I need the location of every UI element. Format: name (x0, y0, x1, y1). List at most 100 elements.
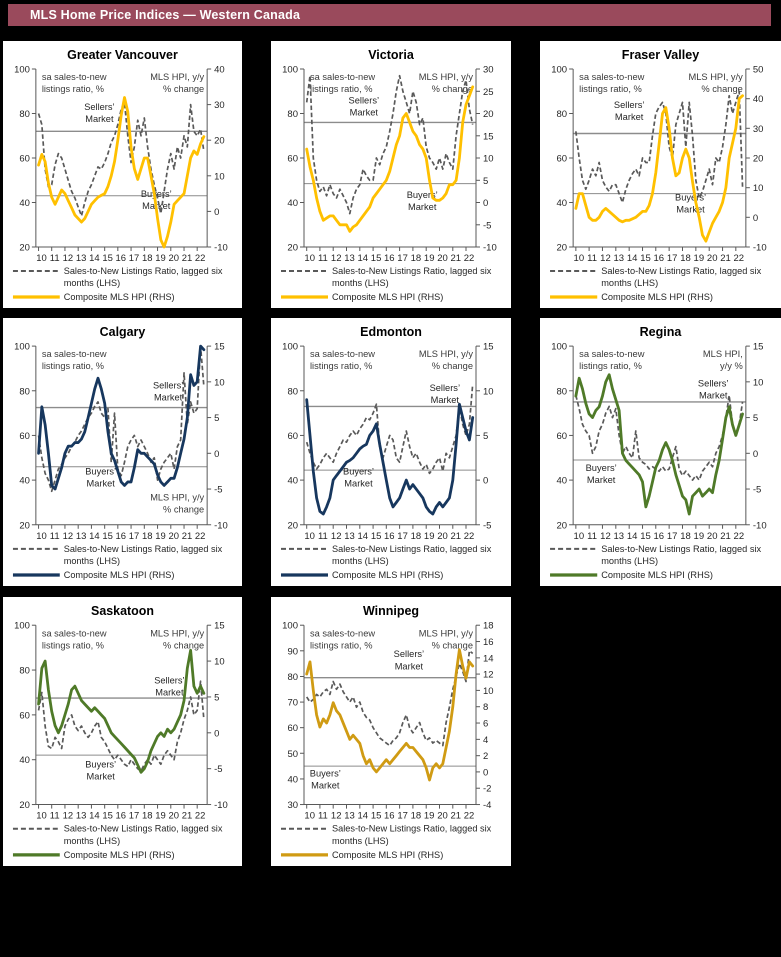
snlr-series-line (37, 345, 205, 493)
legend-snlr-label-line1: Sales-to-New Listings Ratio, lagged six (332, 824, 492, 834)
left-caption-line1: sa sales-to-new (579, 72, 645, 82)
legend-snlr-label-line2: months (LHS) (64, 278, 120, 288)
x-axis: 10 11 12 13 14 15 16 17 18 19 20 21 22 (304, 804, 474, 822)
right-tick-label: 20 (214, 136, 225, 147)
sellers-market-label: Sellers’ Market (154, 675, 184, 697)
left-tick-label: 80 (287, 109, 298, 120)
x-tick-label: 16 (116, 531, 127, 542)
hpi-series-line (574, 373, 744, 516)
snlr-series-line (305, 649, 474, 747)
x-tick-label: 13 (76, 811, 87, 822)
legend-snlr-label-line1: Sales-to-New Listings Ratio, lagged six (64, 824, 223, 834)
x-tick-label: 14 (627, 253, 638, 264)
left-axis: 20 40 60 80 100 (551, 65, 574, 253)
x-tick-label: 19 (424, 531, 435, 542)
x-tick-label: 21 (451, 531, 462, 542)
chart-card-saskatoon: Saskatoon 20 40 60 80 100 -10 -5 0 5 10 15 10 11 12 13 1… (3, 597, 242, 866)
right-tick-label: 0 (214, 728, 219, 739)
right-caption-line1: MLS HPI, y/y (150, 72, 204, 82)
x-tick-label: 13 (614, 531, 625, 542)
sellers-market-label: Sellers’ Market (349, 96, 379, 118)
sellers-label-line1: Sellers’ (614, 100, 645, 110)
chart-title: Greater Vancouver (67, 48, 178, 62)
legend-hpi-label: Composite MLS HPI (RHS) (64, 850, 175, 860)
right-tick-label: 30 (214, 100, 225, 111)
legend: Sales-to-New Listings Ratio, lagged six m… (12, 824, 223, 860)
x-tick-label: 17 (667, 253, 678, 264)
x-tick-label: 17 (667, 531, 678, 542)
x-tick-label: 18 (411, 811, 422, 822)
snlr-series-line (575, 90, 744, 204)
x-axis: 10 11 12 13 14 15 16 17 18 19 20 21 22 (36, 804, 205, 822)
right-axis-caption: MLS HPI, y/y % change (419, 628, 474, 650)
hpi-series-line (305, 85, 475, 233)
right-tick-label: -5 (483, 520, 491, 531)
sellers-label-line1: Sellers’ (153, 381, 183, 391)
legend: Sales-to-New Listings Ratio, lagged six m… (12, 544, 223, 580)
hpi-series-line (37, 648, 206, 774)
chart-title: Calgary (100, 325, 146, 339)
right-tick-label: 18 (483, 621, 494, 632)
right-tick-label: -5 (753, 485, 761, 496)
x-tick-label: 22 (734, 253, 745, 264)
right-caption-line2: % change (432, 361, 473, 371)
buyers-label-line2: Market (344, 479, 373, 489)
right-tick-label: 0 (483, 767, 488, 778)
left-tick-label: 100 (282, 342, 298, 353)
left-tick-label: 100 (14, 64, 30, 75)
buyers-market-label: Buyers’ Market (343, 466, 374, 488)
legend-snlr-label-line1: Sales-to-New Listings Ratio, lagged six (332, 544, 492, 554)
right-tick-label: 10 (753, 377, 764, 388)
axes-frame (303, 69, 477, 248)
right-tick-label: 0 (214, 207, 219, 218)
left-tick-label: 40 (287, 774, 298, 785)
x-tick-label: 11 (587, 253, 597, 264)
left-caption-line1: sa sales-to-new (310, 628, 375, 638)
buyers-label-line1: Buyers’ (586, 463, 617, 473)
snlr-series-line (305, 74, 474, 215)
sellers-label-line2: Market (431, 395, 460, 405)
x-tick-label: 12 (331, 811, 342, 822)
axes-frame (303, 625, 477, 806)
right-tick-label: -10 (214, 520, 228, 531)
right-caption-line2: y/y % (720, 361, 743, 371)
chart-title: Fraser Valley (622, 48, 699, 62)
x-tick-label: 19 (155, 253, 166, 264)
legend-hpi-label: Composite MLS HPI (RHS) (332, 292, 443, 302)
right-tick-label: -10 (753, 520, 767, 531)
right-tick-label: 15 (483, 342, 494, 353)
x-axis: 10 11 12 13 14 15 16 17 18 19 20 21 22 (574, 524, 744, 542)
right-tick-label: -10 (214, 242, 228, 253)
left-axis-caption: sa sales-to-new listings ratio, % (310, 349, 375, 371)
right-tick-label: 10 (214, 171, 225, 182)
right-tick-label: 30 (753, 124, 764, 135)
x-axis: 10 11 12 13 14 15 16 17 18 19 20 21 22 (574, 247, 745, 264)
left-tick-label: 30 (287, 800, 298, 811)
x-tick-label: 14 (358, 253, 369, 264)
chart-svg: Winnipeg 30 40 50 60 70 80 90 100 -4 -2 0 2 4 6 8 10 12 14… (281, 604, 494, 860)
x-tick-label: 20 (437, 253, 448, 264)
right-tick-label: 4 (483, 735, 489, 746)
right-tick-label: 10 (483, 386, 494, 397)
left-caption-line2: listings ratio, % (310, 84, 373, 94)
left-tick-label: 20 (287, 243, 298, 254)
buyers-label-line1: Buyers’ (343, 466, 374, 476)
right-caption-line2: % change (163, 640, 204, 650)
legend-snlr-label-line2: months (LHS) (332, 278, 389, 288)
right-tick-label: 20 (753, 154, 764, 165)
right-axis: -10 -5 0 5 10 15 (207, 621, 228, 811)
right-axis-caption: MLS HPI, y/y % change (419, 72, 474, 94)
right-tick-label: 6 (483, 719, 488, 730)
left-tick-label: 50 (287, 749, 298, 760)
x-tick-label: 10 (36, 253, 47, 264)
buyers-label-line2: Market (311, 780, 340, 790)
x-tick-label: 15 (371, 811, 382, 822)
left-tick-label: 60 (287, 723, 298, 734)
chart-card-fraser-valley: Fraser Valley 20 40 60 80 100 -10 0 10 20 30 40 50 10… (540, 41, 781, 308)
snlr-series-line (575, 394, 744, 481)
x-tick-label: 11 (50, 531, 60, 542)
x-tick-label: 15 (371, 531, 382, 542)
